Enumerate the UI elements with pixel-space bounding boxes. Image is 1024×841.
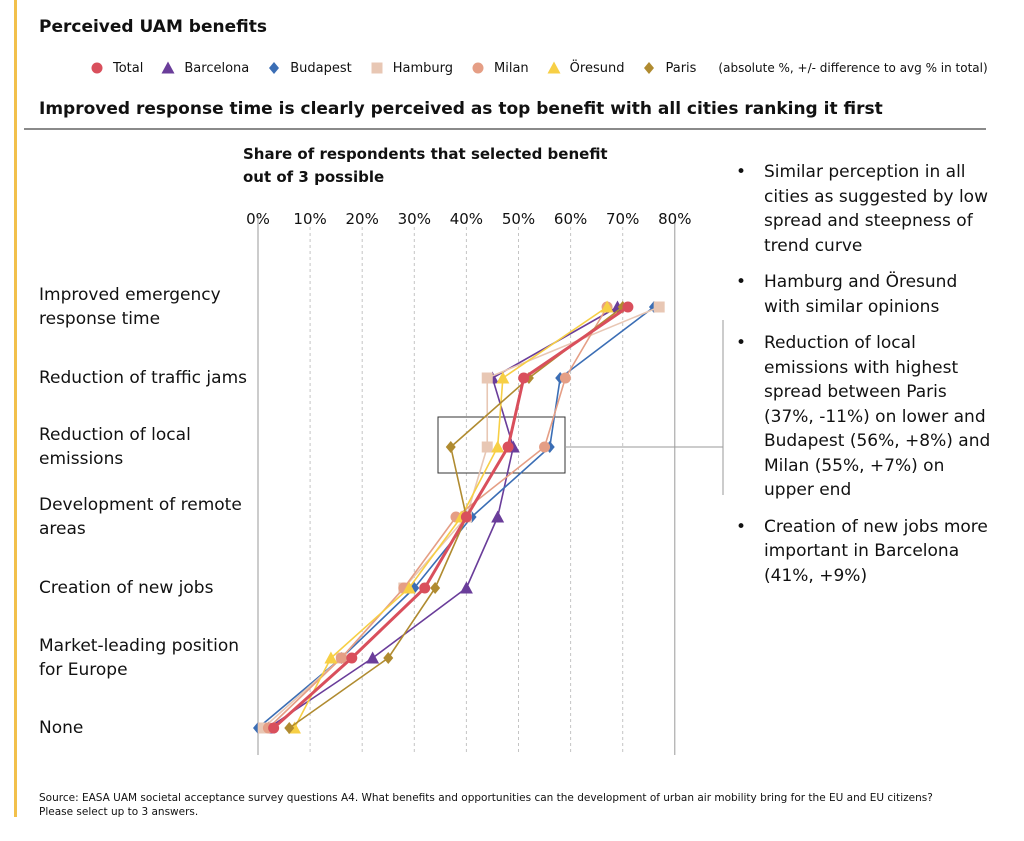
legend-marker-hamburg — [371, 62, 383, 74]
subtitle: Improved response time is clearly percei… — [39, 99, 883, 119]
data-point-oresund — [491, 440, 505, 453]
source-line-1: Source: EASA UAM societal acceptance sur… — [39, 792, 933, 804]
source-note: Source: EASA UAM societal acceptance sur… — [39, 791, 999, 819]
data-point-hamburg — [481, 441, 493, 453]
legend-marker-paris — [644, 62, 655, 74]
data-point-oresund — [402, 581, 416, 594]
x-tick-label: 0% — [246, 210, 270, 228]
axis-caption-line-2: out of 3 possible — [243, 168, 385, 186]
x-tick-label: 50% — [502, 210, 535, 228]
axis-caption: Share of respondents that selected benef… — [243, 143, 623, 189]
data-point-total — [518, 372, 530, 384]
legend-item-oresund: Öresund — [547, 60, 625, 76]
category-label: None — [39, 718, 84, 738]
source-line-2: Please select up to 3 answers. — [39, 806, 199, 818]
x-tick-label: 20% — [346, 210, 379, 228]
legend-item-milan: Milan — [471, 61, 529, 76]
legend-item-paris: Paris — [642, 61, 696, 76]
category-label: Reduction of local emissions — [39, 425, 191, 469]
series-total — [268, 301, 634, 734]
category-label: Development of remote areas — [39, 495, 242, 539]
page-title: Perceived UAM benefits — [39, 17, 267, 37]
data-point-milan — [335, 652, 347, 664]
x-tick-label: 10% — [293, 210, 326, 228]
legend-item-total: Total — [90, 61, 143, 76]
series-line-barcelona — [267, 306, 618, 729]
axis-caption-line-1: Share of respondents that selected benef… — [243, 145, 608, 163]
data-point-total — [460, 511, 472, 523]
legend-label: Hamburg — [392, 60, 454, 76]
bullet-list: Similar perception in all cities as sugg… — [736, 160, 996, 600]
data-point-total — [502, 441, 514, 453]
data-point-paris — [430, 582, 441, 594]
data-point-paris — [383, 652, 394, 664]
legend-item-budapest: Budapest — [267, 61, 352, 76]
data-point-milan — [539, 441, 551, 453]
legend-item-hamburg: Hamburg — [370, 61, 453, 76]
data-point-paris — [284, 722, 295, 734]
data-point-total — [419, 582, 431, 594]
x-tick-label: 80% — [658, 210, 691, 228]
data-point-barcelona — [366, 651, 380, 664]
series-barcelona — [261, 300, 624, 734]
highlight-box — [437, 416, 566, 474]
bullet-1: Similar perception in all cities as sugg… — [736, 160, 996, 258]
data-point-paris — [445, 441, 456, 453]
data-point-total — [346, 652, 358, 664]
x-tick-label: 40% — [450, 210, 483, 228]
divider — [24, 128, 986, 130]
data-point-oresund — [600, 300, 614, 313]
data-point-barcelona — [459, 581, 473, 594]
bullet-4: Creation of new jobs more important in B… — [736, 515, 996, 589]
legend: Total Barcelona Budapest Hamburg Milan Öresun… — [90, 58, 988, 78]
legend-marker-budapest — [269, 62, 280, 74]
accent-bar — [14, 0, 17, 817]
x-tick-label: 70% — [606, 210, 639, 228]
data-point-hamburg — [481, 372, 493, 384]
data-point-milan — [559, 372, 571, 384]
legend-label: Öresund — [569, 60, 625, 76]
series-milan — [262, 301, 613, 734]
category-label: Market-leading position for Europe — [39, 636, 239, 680]
data-point-total — [268, 722, 280, 734]
category-label: Creation of new jobs — [39, 578, 214, 598]
bullet-2: Hamburg and Öresund with similar opinion… — [736, 270, 996, 319]
legend-item-barcelona: Barcelona — [161, 61, 249, 76]
legend-note: (absolute %, +/- difference to avg % in … — [718, 61, 988, 75]
category-label: Reduction of traffic jams — [39, 368, 247, 388]
category-label: Improved emergency response time — [39, 285, 221, 329]
legend-label: Paris — [665, 60, 697, 76]
legend-label: Milan — [494, 60, 529, 76]
data-point-oresund — [496, 371, 510, 384]
legend-marker-oresund — [547, 61, 561, 74]
x-tick-label: 60% — [554, 210, 587, 228]
bullet-3: Reduction of local emissions with highes… — [736, 331, 996, 503]
series-line-milan — [267, 306, 608, 729]
legend-marker-barcelona — [161, 61, 175, 74]
legend-marker-total — [91, 62, 103, 74]
data-point-barcelona — [491, 510, 505, 523]
x-tick-label: 30% — [398, 210, 431, 228]
legend-marker-milan — [472, 62, 484, 74]
data-point-oresund — [324, 651, 338, 664]
data-point-total — [622, 301, 634, 313]
data-point-hamburg — [653, 301, 665, 313]
legend-label: Budapest — [290, 60, 352, 76]
legend-label: Total — [113, 60, 144, 76]
legend-label: Barcelona — [184, 60, 250, 76]
